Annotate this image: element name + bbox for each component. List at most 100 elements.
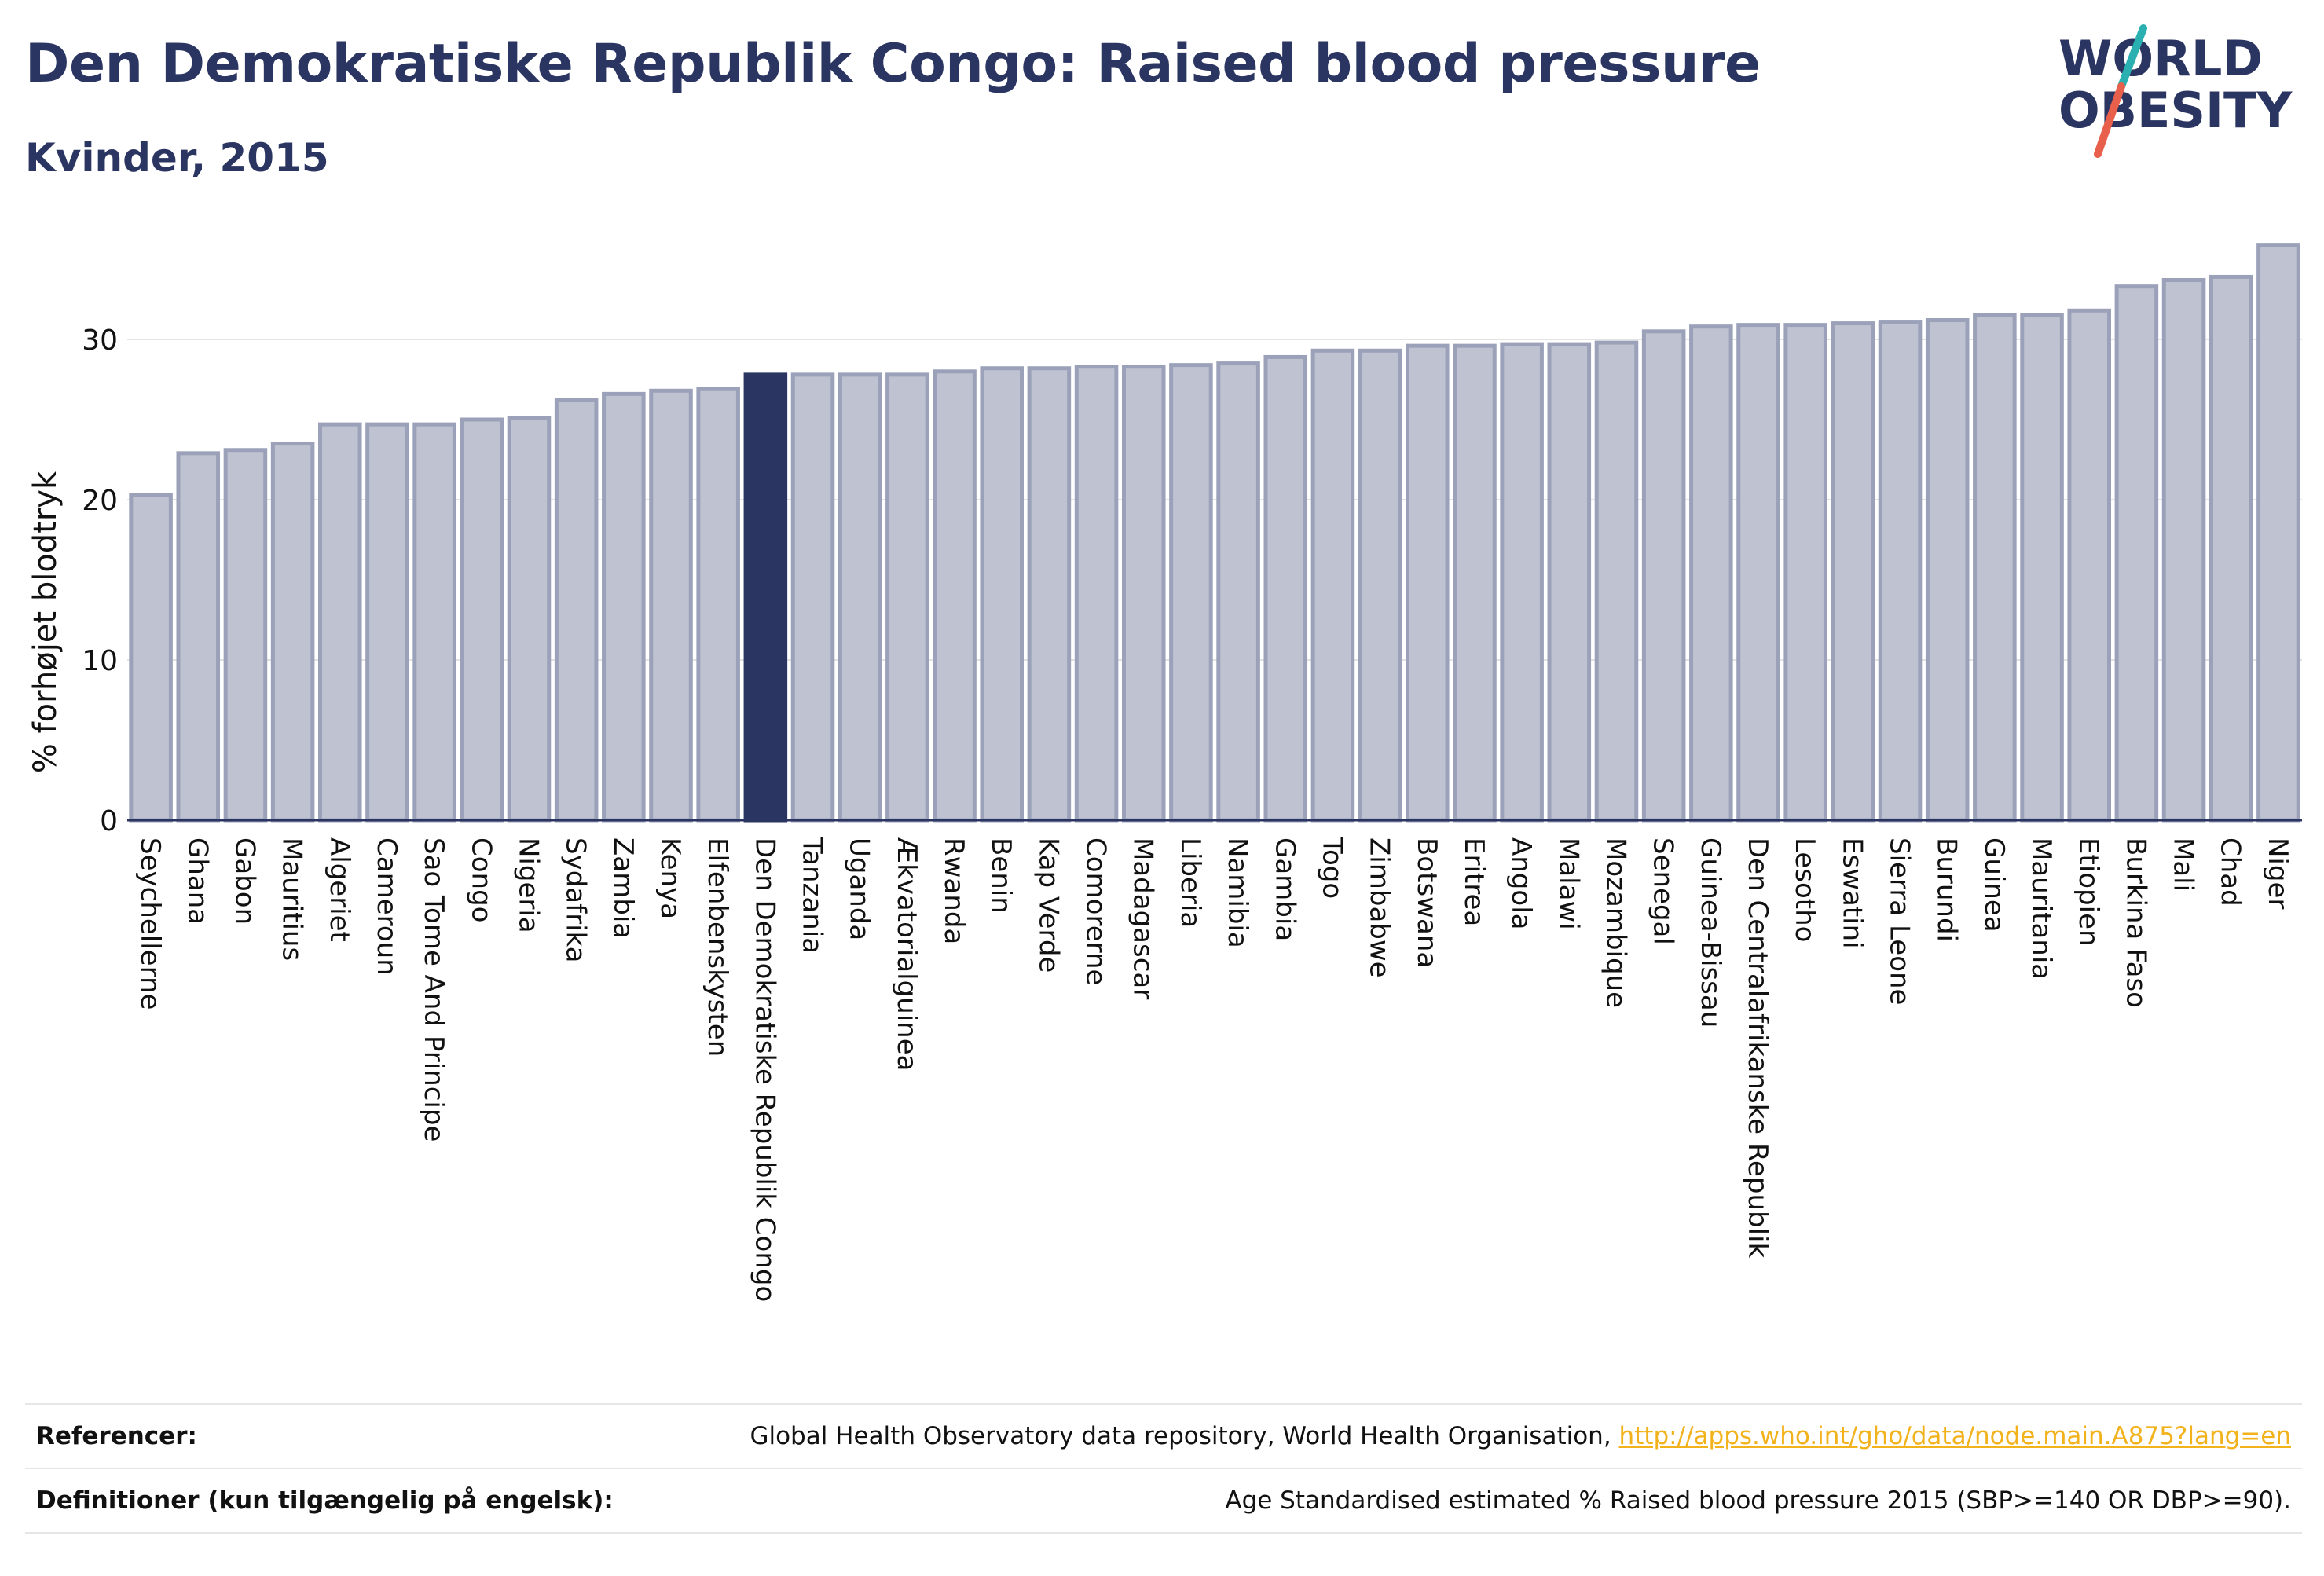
x-tick-label: Den Demokratiske Republik Congo	[749, 837, 780, 1302]
x-tick-label: Gambia	[1269, 837, 1300, 941]
bar[interactable]	[176, 451, 221, 823]
x-tick-label: Zimbabwe	[1364, 837, 1395, 978]
x-tick-label: Madagascar	[1127, 837, 1159, 999]
x-tick-label: Mauritania	[2025, 837, 2057, 980]
y-tick-label: 30	[82, 324, 118, 357]
x-tick-label: Malawi	[1552, 837, 1584, 930]
bar[interactable]	[1831, 321, 1875, 823]
x-tick-label: Angola	[1505, 837, 1537, 929]
x-tick-label: Den Centralafrikanske Republik	[1742, 837, 1773, 1258]
chart-subtitle: Kvinder, 2015	[25, 135, 329, 181]
y-tick-label: 0	[100, 805, 118, 837]
x-tick-label: Mauritius	[277, 837, 308, 961]
bar[interactable]	[1263, 354, 1308, 823]
bar[interactable]	[838, 372, 882, 823]
x-tick-label: Guinea	[1978, 837, 2010, 933]
bar[interactable]	[223, 448, 268, 823]
x-tick-label: Etiopien	[2073, 837, 2104, 947]
x-tick-label: Niger	[2262, 837, 2293, 909]
bar[interactable]	[1406, 343, 1450, 823]
bar[interactable]	[1783, 323, 1827, 823]
x-tick-label: Mozambique	[1600, 837, 1631, 1008]
x-tick-label: Zambia	[607, 837, 639, 939]
logo-slash-top-icon	[2117, 24, 2147, 90]
bar-highlighted[interactable]	[743, 372, 788, 823]
bar[interactable]	[1736, 323, 1780, 823]
x-tick-label: Benin	[985, 837, 1017, 914]
bar[interactable]	[1973, 313, 2017, 823]
x-tick-label: Ghana	[181, 837, 213, 925]
bar[interactable]	[1547, 342, 1592, 823]
x-tick-label: Uganda	[844, 837, 875, 940]
bar[interactable]	[129, 493, 173, 823]
bar[interactable]	[933, 369, 977, 823]
x-tick-label: Burundi	[1931, 837, 1963, 942]
bar[interactable]	[649, 388, 693, 823]
bar[interactable]	[1925, 318, 1970, 823]
x-tick-label: Senegal	[1648, 837, 1679, 945]
chart-title: Den Demokratiske Republik Congo: Raised …	[25, 33, 1761, 95]
bar[interactable]	[1453, 343, 1497, 823]
x-tick-label: Eswatini	[1836, 837, 1868, 949]
bar[interactable]	[554, 398, 599, 823]
bar[interactable]	[460, 417, 504, 823]
references-link[interactable]: http://apps.who.int/gho/data/node.main.A…	[1618, 1422, 2291, 1450]
bar[interactable]	[696, 387, 740, 823]
world-obesity-logo: WORLD OBESITY	[2058, 24, 2293, 158]
bar[interactable]	[1500, 342, 1544, 823]
x-tick-label: Botswana	[1411, 837, 1442, 968]
bar[interactable]	[270, 442, 315, 823]
x-tick-label: Algeriet	[324, 837, 355, 942]
x-tick-label: Tanzania	[797, 837, 828, 954]
bar[interactable]	[980, 366, 1024, 823]
bar[interactable]	[1121, 365, 1166, 823]
references-row: Referencer: Global Health Observatory da…	[25, 1403, 2302, 1468]
x-tick-label: Kap Verde	[1032, 837, 1064, 973]
bar[interactable]	[365, 422, 409, 823]
bar[interactable]	[1074, 365, 1119, 823]
x-tick-label: Congo	[465, 837, 497, 922]
x-tick-label: Kenya	[654, 837, 686, 919]
x-tick-label: Sao Tome And Principe	[418, 837, 449, 1142]
bar[interactable]	[412, 422, 456, 823]
definitions-row: Definitioner (kun tilgængelig på engelsk…	[25, 1468, 2302, 1534]
x-tick-label: Togo	[1316, 837, 1347, 899]
logo-line1: WORLD	[2058, 30, 2263, 87]
x-tick-label: Liberia	[1175, 837, 1206, 928]
bar[interactable]	[1689, 324, 1733, 823]
bar[interactable]	[1310, 348, 1355, 823]
bar[interactable]	[790, 372, 835, 823]
bar[interactable]	[1594, 340, 1639, 823]
bar[interactable]	[1169, 363, 1213, 823]
x-tick-label: Nigeria	[512, 837, 544, 933]
bar[interactable]	[1878, 320, 1923, 823]
bar[interactable]	[1216, 361, 1260, 823]
references-label: Referencer:	[36, 1422, 197, 1450]
bar[interactable]	[1027, 366, 1072, 823]
x-tick-label: Sierra Leone	[1884, 837, 1915, 1005]
bar[interactable]	[2114, 284, 2159, 823]
bar[interactable]	[602, 391, 646, 823]
bar[interactable]	[2161, 278, 2206, 823]
y-tick-label: 20	[82, 485, 118, 517]
x-tick-label: Namibia	[1222, 837, 1253, 948]
logo-slash-bottom-icon	[2094, 82, 2125, 158]
bar[interactable]	[1641, 329, 1686, 823]
x-tick-label: Burkina Faso	[2120, 837, 2151, 1008]
bar[interactable]	[507, 416, 552, 823]
x-tick-label: Comorerne	[1080, 837, 1112, 985]
bar[interactable]	[2020, 313, 2064, 823]
bar[interactable]	[2067, 308, 2111, 823]
x-tick-label: Ækvatorialguinea	[891, 837, 922, 1071]
x-tick-label: Guinea-Bissau	[1695, 837, 1726, 1028]
x-tick-label: Rwanda	[938, 837, 970, 944]
x-tick-label: Cameroun	[371, 837, 402, 976]
bar[interactable]	[885, 372, 929, 823]
y-tick-label: 10	[82, 645, 118, 677]
bar[interactable]	[2209, 274, 2253, 823]
definitions-label: Definitioner (kun tilgængelig på engelsk…	[36, 1486, 614, 1515]
bar[interactable]	[1358, 348, 1402, 823]
bar[interactable]	[318, 422, 362, 823]
bar[interactable]	[2256, 243, 2300, 823]
x-tick-label: Elfenbenskysten	[702, 837, 733, 1057]
